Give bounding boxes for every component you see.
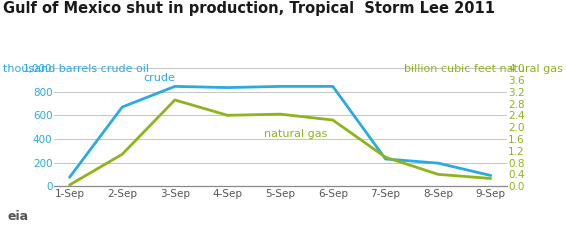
Text: Gulf of Mexico shut in production, Tropical  Storm Lee 2011: Gulf of Mexico shut in production, Tropi… bbox=[3, 1, 495, 16]
Text: billion cubic feet natural gas: billion cubic feet natural gas bbox=[404, 64, 563, 74]
Text: thousand barrels crude oil: thousand barrels crude oil bbox=[3, 64, 149, 74]
Text: crude: crude bbox=[143, 74, 175, 84]
Text: natural gas: natural gas bbox=[264, 129, 328, 139]
Text: eia: eia bbox=[7, 210, 29, 223]
